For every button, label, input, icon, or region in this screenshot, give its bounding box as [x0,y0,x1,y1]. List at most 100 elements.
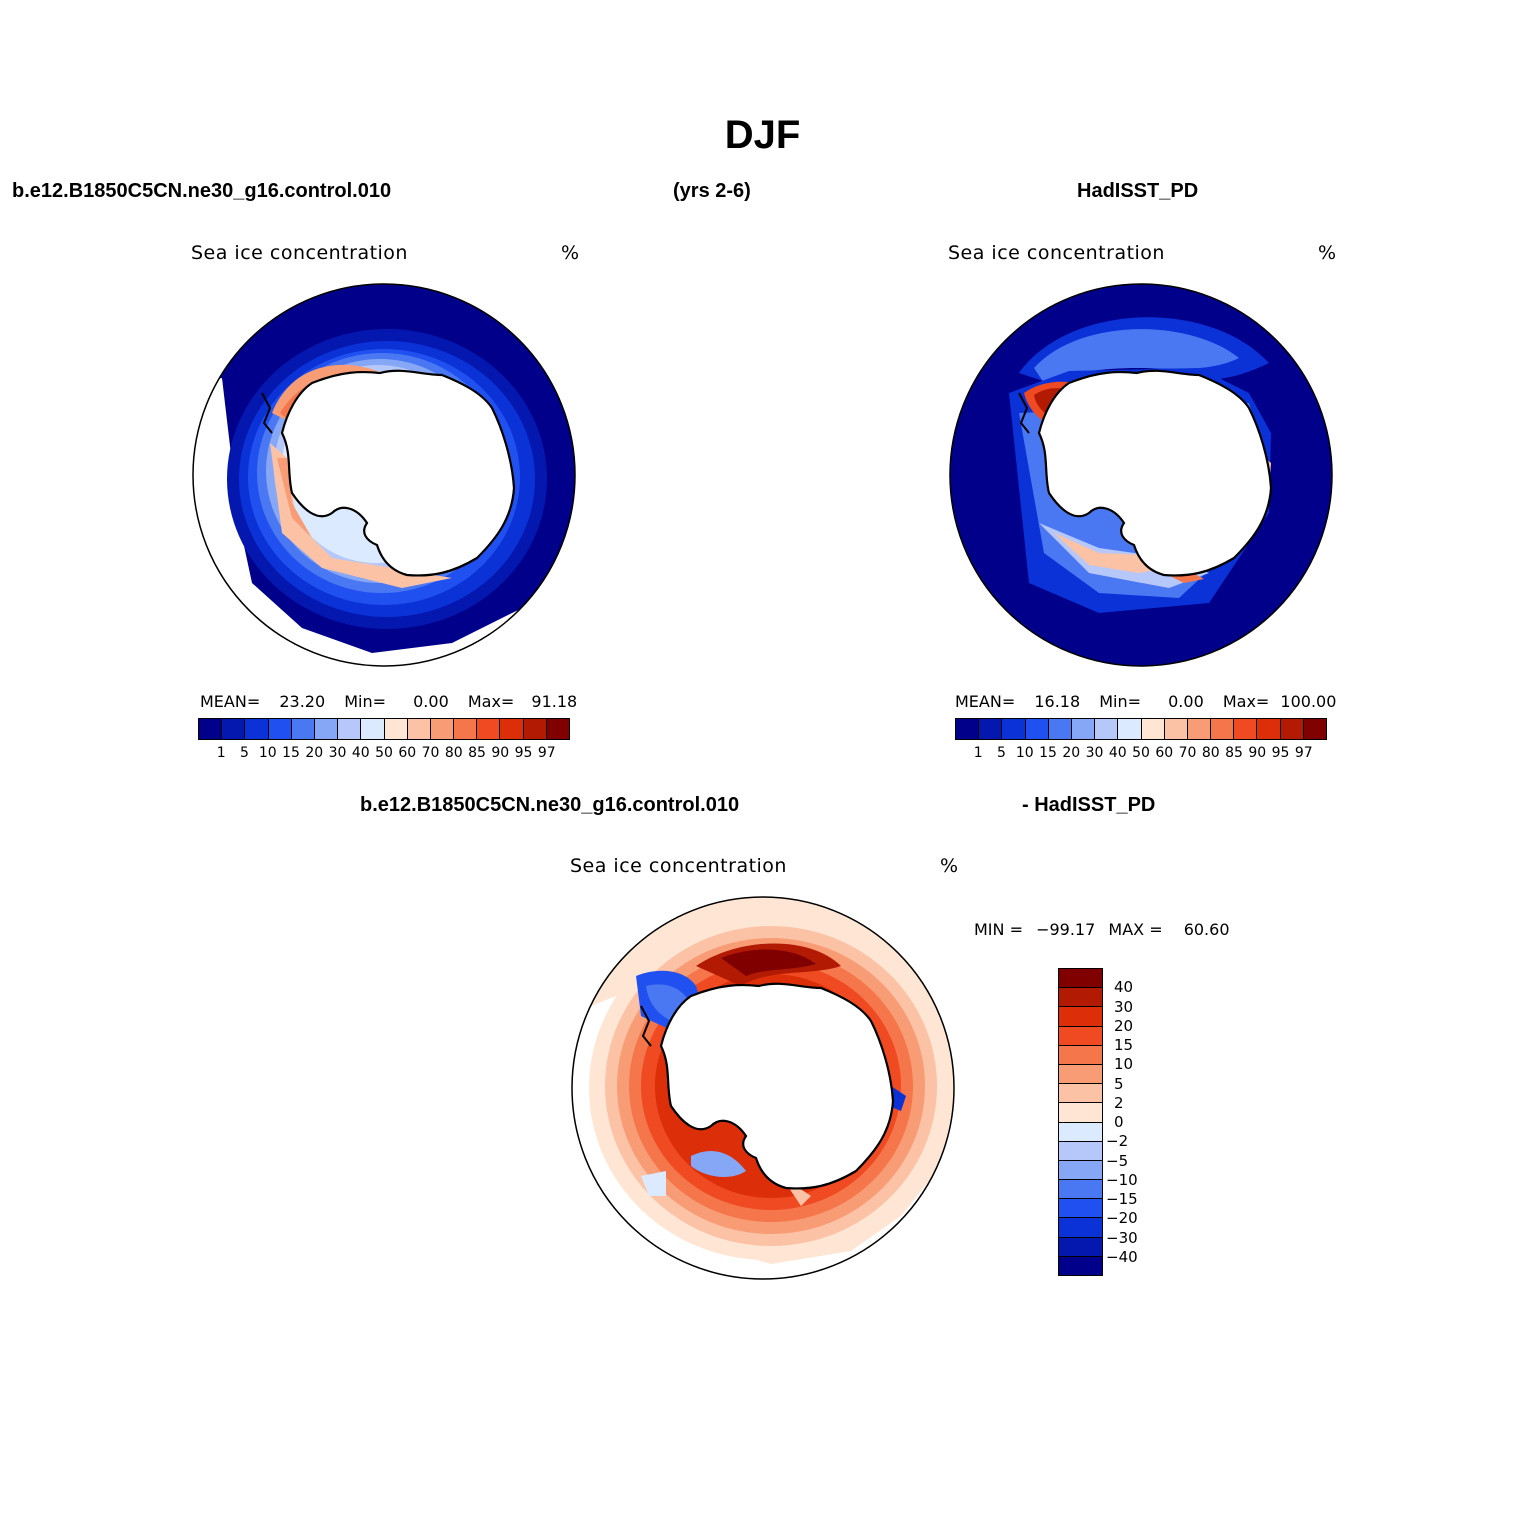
min-value: 0.00 [1168,692,1204,711]
obs-colorbar-cell [1002,719,1026,739]
diff-colorbar-tick-label: 30 [1114,997,1134,1016]
model-colorbar-cell [222,719,246,739]
model-colorbar-cell [546,719,569,739]
obs-colorbar-tick-label: 95 [1271,745,1290,761]
model-colorbar [198,718,570,740]
model-colorbar-cell [268,719,292,739]
obs-colorbar-tick-label: 40 [1108,745,1127,761]
case-name-header: b.e12.B1850C5CN.ne30_g16.control.010 [12,180,392,202]
diff-case-name-header: b.e12.B1850C5CN.ne30_g16.control.010 [360,794,740,816]
diff-colorbar [1058,968,1103,1276]
model-colorbar-cell [361,719,385,739]
obs-colorbar-tick-label: 1 [973,745,983,761]
mean-value: 16.18 [1034,692,1081,711]
obs-colorbar-cell [1141,719,1165,739]
obs-colorbar-tick-label: 70 [1178,745,1197,761]
diff-colorbar-tick-label: 40 [1114,978,1134,997]
diff-colorbar-tick-label: −10 [1106,1170,1138,1189]
model-colorbar-tick-label: 1 [216,745,226,761]
diff-colorbar-tick-label: 2 [1114,1093,1124,1112]
obs-polar-map [949,283,1333,667]
diff-colorbar-cell [1059,1045,1102,1065]
model-colorbar-tick-label: 40 [351,745,370,761]
model-colorbar-cell [384,719,408,739]
model-colorbar-tick-label: 90 [491,745,510,761]
obs-colorbar-tick-label: 80 [1201,745,1220,761]
diff-obs-name-header: - HadISST_PD [1022,794,1156,816]
obs-colorbar-cell [1303,719,1326,739]
panel-diff-stats: MIN = −99.17 MAX = 60.60 [974,920,1230,939]
panel-obs-label: Sea ice concentration [948,242,1165,264]
diff-colorbar-tick-label: 15 [1114,1036,1134,1054]
mean-label: MEAN= [955,692,1016,711]
panel-model-stats: MEAN= 23.20 Min= 0.00 Max= 91.18 [200,692,577,711]
obs-colorbar-tick-label: 60 [1155,745,1174,761]
obs-colorbar-cell [1164,719,1188,739]
obs-colorbar-cell [1025,719,1049,739]
diff-colorbar-tick-label: 10 [1114,1055,1134,1074]
mean-label: MEAN= [200,692,261,711]
diff-colorbar-cell [1059,1084,1102,1104]
model-colorbar-cell [291,719,315,739]
model-colorbar-cell [245,719,269,739]
obs-colorbar-cell [1234,719,1258,739]
model-colorbar-cell [477,719,501,739]
diff-colorbar-cell [1059,988,1102,1008]
diff-colorbar-cell [1059,1064,1102,1085]
obs-colorbar-cell [1280,719,1304,739]
diff-colorbar-ticks: 40 30 20 15 10 5 2 0 −2 −5 −10 −15 −20 −30 −40 [1106,968,1170,1276]
diff-colorbar-cell [1059,1103,1102,1123]
figure-title: DJF [724,113,801,157]
obs-colorbar-tick-label: 30 [1085,745,1104,761]
obs-name-header: HadISST_PD [1077,180,1199,202]
min-value: −99.17 [1036,920,1096,939]
obs-colorbar [955,718,1327,740]
max-value: 91.18 [531,692,578,711]
diff-colorbar-cell [1059,1141,1102,1161]
obs-colorbar-cell [979,719,1003,739]
obs-colorbar-cell [1257,719,1281,739]
model-colorbar-tick-label: 15 [282,745,300,761]
max-value: 60.60 [1183,920,1230,939]
diff-colorbar-cell [1059,1026,1102,1046]
model-colorbar-cell [523,719,547,739]
panel-diff-label: Sea ice concentration [570,855,787,877]
diff-colorbar-cell [1059,1122,1102,1142]
diff-colorbar-tick-label: 5 [1114,1074,1124,1093]
diff-colorbar-cell [1059,1237,1102,1257]
model-colorbar-tick-label: 97 [537,745,556,761]
max-label: MAX = [1108,920,1163,939]
obs-colorbar-cell [1095,719,1119,739]
model-colorbar-tick-label: 20 [305,745,324,761]
obs-colorbar-tick-label: 97 [1294,745,1313,761]
diff-colorbar-tick-label: −30 [1106,1228,1138,1247]
obs-colorbar-tick-label: 20 [1062,745,1081,761]
obs-colorbar-cell [1187,719,1212,739]
obs-colorbar-tick-label: 90 [1248,745,1267,761]
diff-colorbar-cell [1059,1218,1102,1238]
max-label: Max= [1222,692,1270,711]
min-label: MIN = [974,920,1023,939]
model-colorbar-tick-label: 10 [258,745,277,761]
obs-colorbar-cell [1118,719,1142,739]
obs-colorbar-tick-label: 15 [1039,745,1057,761]
model-colorbar-cell [407,719,431,739]
obs-colorbar-ticks: 1 5 10 15 20 30 40 50 60 70 80 85 90 95 97 [955,745,1327,765]
model-colorbar-tick-label: 50 [375,745,393,761]
obs-colorbar-cell [956,719,980,739]
min-label: Min= [1099,692,1142,711]
model-colorbar-tick-label: 30 [328,745,347,761]
min-label: Min= [344,692,387,711]
diff-colorbar-tick-label: −5 [1106,1151,1129,1170]
obs-colorbar-tick-label: 5 [997,745,1006,761]
obs-colorbar-cell [1048,719,1072,739]
max-label: Max= [467,692,515,711]
obs-colorbar-tick-label: 50 [1132,745,1150,761]
min-value: 0.00 [413,692,449,711]
model-colorbar-cell [338,719,362,739]
panel-model-label: Sea ice concentration [191,242,408,264]
model-colorbar-tick-label: 70 [421,745,440,761]
diff-colorbar-tick-label: 0 [1114,1113,1124,1131]
max-value: 100.00 [1280,692,1337,711]
obs-colorbar-tick-label: 85 [1225,745,1243,761]
